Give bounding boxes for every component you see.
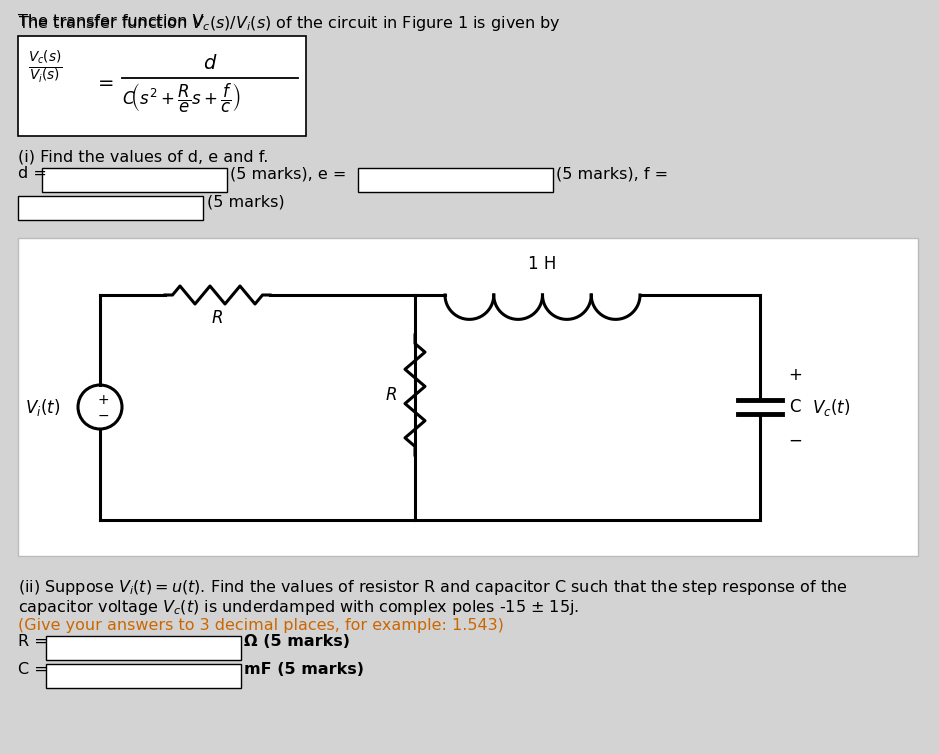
Text: −: − xyxy=(788,432,802,450)
Text: R: R xyxy=(212,309,223,327)
Text: C: C xyxy=(789,398,801,416)
Text: (i) Find the values of d, e and f.: (i) Find the values of d, e and f. xyxy=(18,150,269,165)
Bar xyxy=(46,636,241,660)
Text: (5 marks): (5 marks) xyxy=(207,195,285,210)
Text: +: + xyxy=(788,366,802,384)
Text: $\frac{V_c(s)}{V_i(s)}$: $\frac{V_c(s)}{V_i(s)}$ xyxy=(28,48,63,84)
Text: capacitor voltage $V_c(t)$ is underdamped with complex poles -15 ± 15j.: capacitor voltage $V_c(t)$ is underdampe… xyxy=(18,598,579,617)
Text: mF (5 marks): mF (5 marks) xyxy=(244,663,364,678)
Text: (5 marks), f =: (5 marks), f = xyxy=(556,167,669,182)
Text: −: − xyxy=(98,409,109,423)
Text: (Give your answers to 3 decimal places, for example: 1.543): (Give your answers to 3 decimal places, … xyxy=(18,618,504,633)
Bar xyxy=(18,238,918,556)
Bar xyxy=(18,196,203,220)
Text: R =: R = xyxy=(18,635,53,649)
Text: Ω (5 marks): Ω (5 marks) xyxy=(244,635,350,649)
Bar xyxy=(358,168,553,192)
Text: C =: C = xyxy=(18,663,53,678)
Bar xyxy=(46,664,241,688)
Text: $C\!\left(s^2+\dfrac{R}{e}s+\dfrac{f}{c}\right)$: $C\!\left(s^2+\dfrac{R}{e}s+\dfrac{f}{c}… xyxy=(122,82,241,115)
Text: $=$: $=$ xyxy=(94,72,114,91)
Text: The transfer function V: The transfer function V xyxy=(18,14,204,29)
Bar xyxy=(18,36,306,136)
Text: R: R xyxy=(386,386,397,404)
Text: 1 H: 1 H xyxy=(529,255,557,273)
Text: (5 marks), e =: (5 marks), e = xyxy=(230,167,351,182)
Text: The transfer function $V_c(s)/V_i(s)$ of the circuit in Figure 1 is given by: The transfer function $V_c(s)/V_i(s)$ of… xyxy=(18,14,561,33)
Text: d =: d = xyxy=(18,167,52,182)
Text: $V_c(t)$: $V_c(t)$ xyxy=(812,397,851,418)
Text: $d$: $d$ xyxy=(203,54,217,73)
Text: +: + xyxy=(98,393,109,407)
Text: (ii) Suppose $V_i(t) = u(t)$. Find the values of resistor R and capacitor C such: (ii) Suppose $V_i(t) = u(t)$. Find the v… xyxy=(18,578,848,597)
Text: $V_i(t)$: $V_i(t)$ xyxy=(24,397,60,418)
Bar xyxy=(42,168,227,192)
